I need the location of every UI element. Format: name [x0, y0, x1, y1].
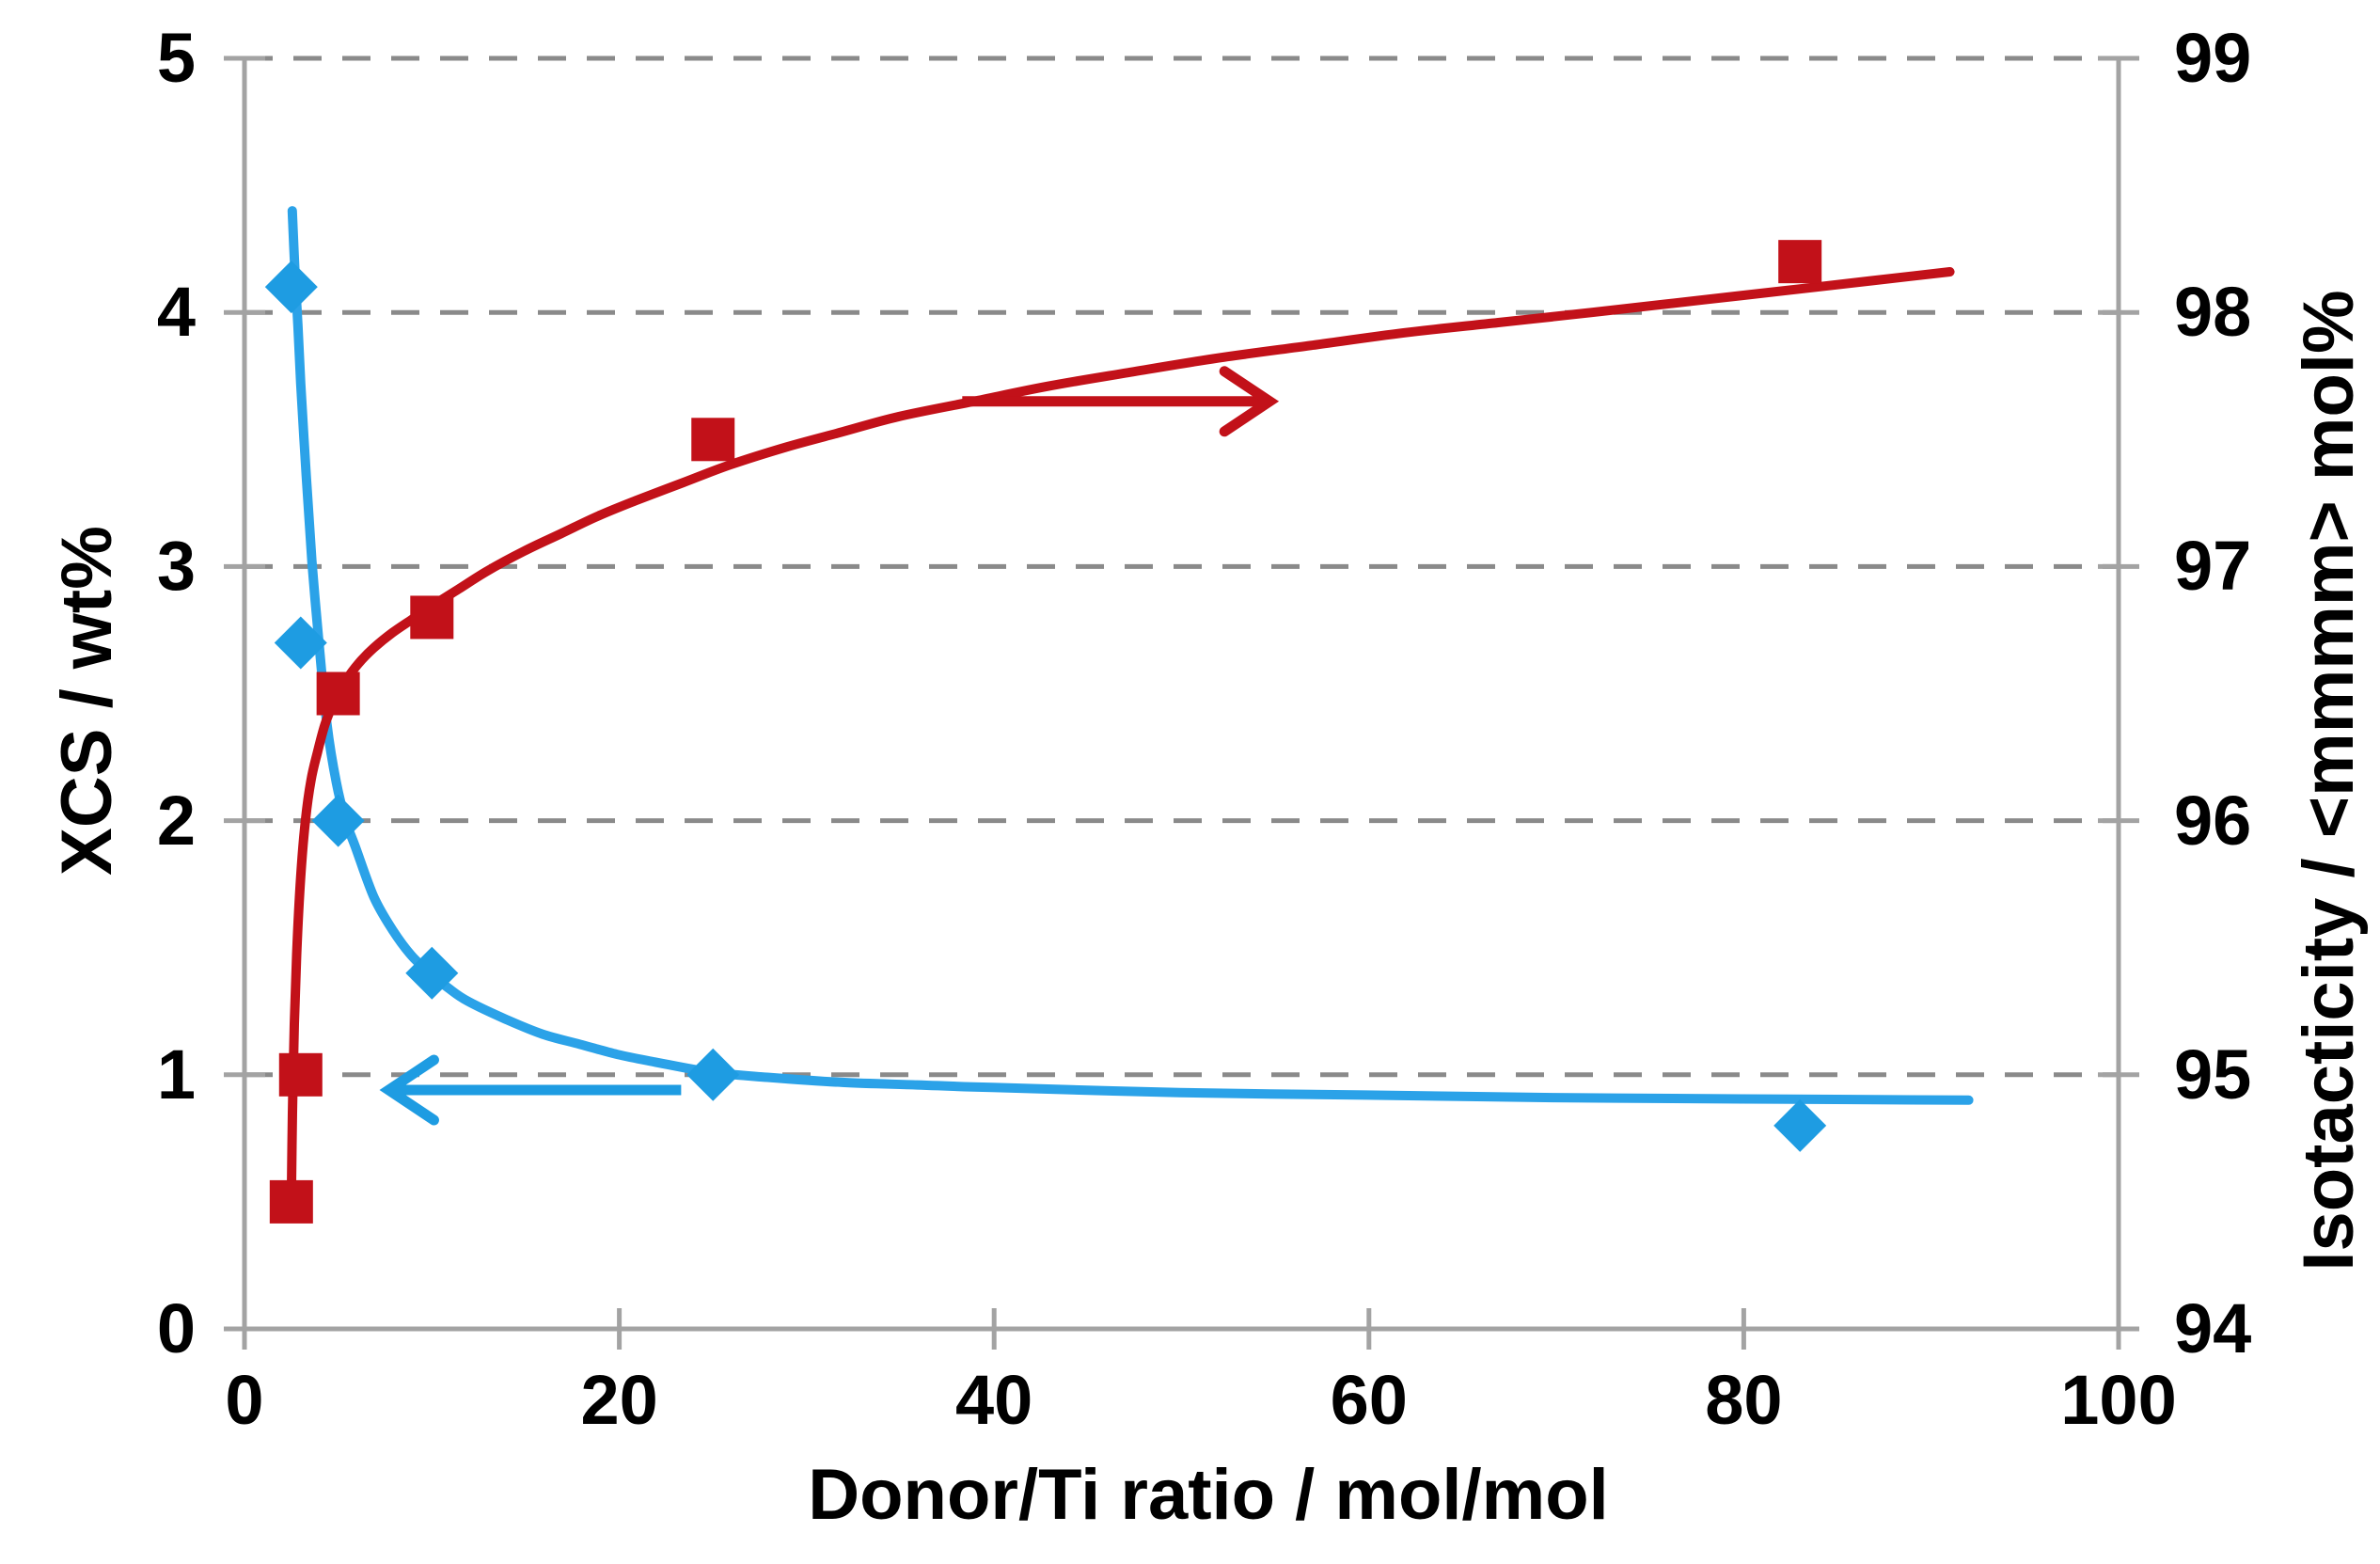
x-tick-label: 0	[225, 1361, 264, 1439]
y-left-tick-label: 1	[156, 1035, 196, 1114]
data-point-xcs	[686, 1048, 740, 1101]
y-right-tick-label: 99	[2174, 19, 2252, 97]
data-point-isotacticity	[278, 1052, 323, 1097]
arrow-left-icon	[379, 1054, 439, 1126]
data-point-xcs	[274, 616, 327, 670]
data-point-xcs	[264, 261, 318, 314]
x-tick-label: 20	[580, 1361, 658, 1439]
y-right-tick-label: 97	[2174, 527, 2252, 606]
x-axis-title: Donor/Ti ratio / mol/mol	[808, 1455, 1609, 1535]
data-point-xcs	[405, 946, 459, 1000]
data-point-isotacticity	[410, 595, 454, 640]
data-point-xcs	[1773, 1098, 1827, 1152]
data-point-isotacticity	[1778, 240, 1822, 284]
y-right-tick-label: 96	[2174, 781, 2252, 860]
y-left-tick-label: 5	[156, 19, 196, 97]
y-right-tick-label: 94	[2174, 1289, 2252, 1367]
x-tick-label: 40	[955, 1361, 1033, 1439]
trend-line-xcs	[287, 206, 1974, 1105]
x-tick-label: 100	[2060, 1361, 2177, 1439]
y-right-tick-label: 95	[2174, 1035, 2252, 1114]
y-left-tick-label: 3	[156, 527, 196, 606]
data-point-xcs	[311, 794, 365, 847]
x-tick-label: 80	[1705, 1361, 1783, 1439]
right-axis-title: Isotacticity / <mmmm> mol%	[2289, 290, 2369, 1272]
data-point-isotacticity	[691, 418, 735, 462]
data-point-isotacticity	[316, 671, 360, 716]
data-point-isotacticity	[269, 1179, 313, 1224]
y-left-tick-label: 2	[156, 781, 196, 860]
y-left-tick-label: 0	[156, 1289, 196, 1367]
trend-line-isotacticity	[286, 267, 1955, 1207]
x-tick-label: 60	[1330, 1361, 1408, 1439]
y-right-tick-label: 98	[2174, 273, 2252, 352]
y-left-tick-label: 4	[156, 273, 196, 352]
arrow-right-icon	[1219, 366, 1280, 437]
